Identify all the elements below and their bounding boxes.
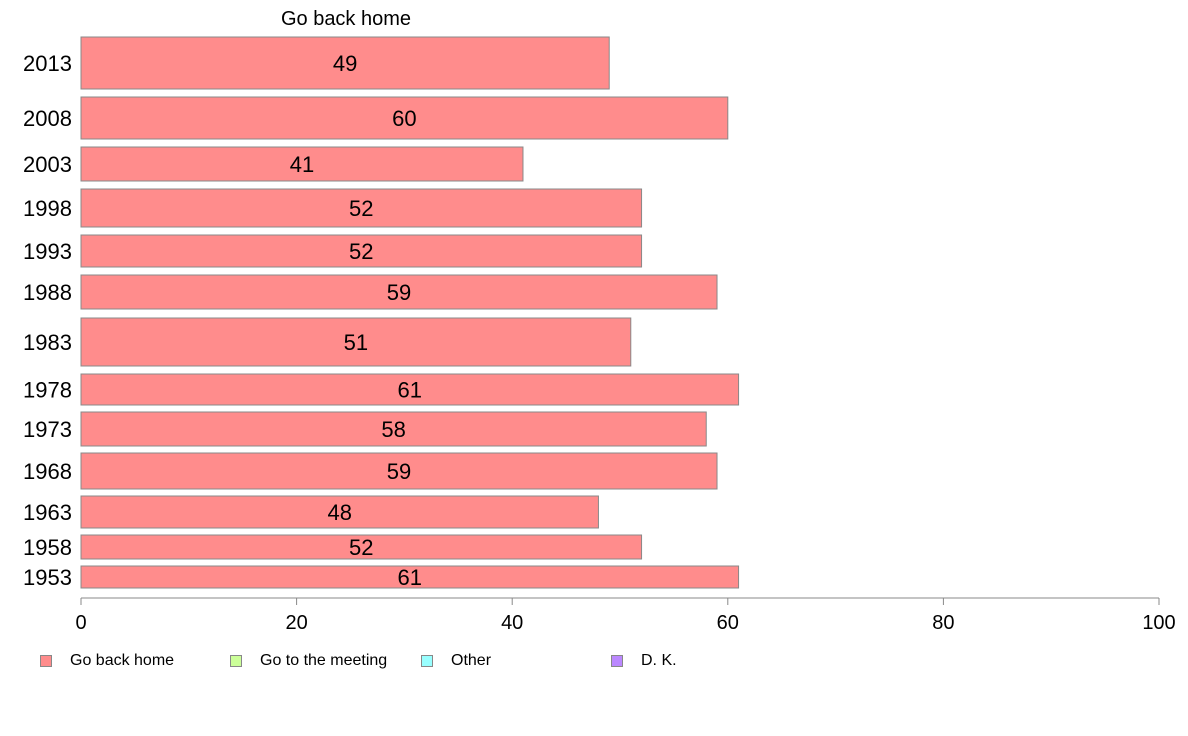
legend-swatch-dk (611, 655, 623, 667)
bar-value-label: 61 (398, 565, 422, 590)
x-tick-label: 40 (501, 612, 523, 634)
bar-1953 (80, 565, 740, 589)
bar-value-label: 52 (349, 239, 373, 264)
bar-value-label: 59 (387, 280, 411, 305)
category-label: 1963 (23, 500, 72, 525)
category-label: 1998 (23, 196, 72, 221)
bar-value-label: 49 (333, 51, 357, 76)
bar-chart: Go back home 49 2013 60 2008 41 2003 52 1998 52 1… (23, 8, 1176, 634)
category-label: 1983 (23, 330, 72, 355)
category-label: 1953 (23, 565, 72, 590)
bar-value-label: 52 (349, 535, 373, 560)
bar-1978 (80, 373, 740, 406)
bar-value-label: 41 (290, 152, 314, 177)
bar-value-label: 51 (344, 330, 368, 355)
bar-group: 49 2013 60 2008 41 2003 52 1998 52 1993 59 1988 51 19… (23, 36, 740, 590)
category-label: 1988 (23, 280, 72, 305)
legend-swatch-go-back-home (40, 655, 52, 667)
bar-value-label: 60 (392, 106, 416, 131)
category-label: 2008 (23, 106, 72, 131)
bar-value-label: 52 (349, 196, 373, 221)
bar-1988 (80, 274, 718, 310)
category-label: 1968 (23, 459, 72, 484)
bar-value-label: 61 (398, 378, 422, 403)
bar-2013 (80, 36, 610, 90)
category-label: 1958 (23, 535, 72, 560)
bar-1963 (80, 495, 599, 529)
legend-label: Go back home (70, 652, 175, 669)
x-tick-label: 60 (717, 612, 739, 634)
legend-item-other: Other (421, 652, 491, 670)
bar-value-label: 59 (387, 459, 411, 484)
category-label: 1993 (23, 239, 72, 264)
x-tick-label: 20 (285, 612, 307, 634)
category-label: 2003 (23, 152, 72, 177)
legend-label: Go to the meeting (260, 652, 388, 669)
bar-value-label: 48 (327, 500, 351, 525)
bar-1998 (80, 188, 643, 228)
bar-value-label: 58 (381, 417, 405, 442)
legend-label: D. K. (641, 652, 677, 669)
x-axis: 0 20 40 60 80 100 (75, 597, 1176, 634)
x-tick-label: 0 (75, 612, 86, 634)
x-tick-label: 80 (932, 612, 954, 634)
chart-title: Go back home (281, 8, 411, 30)
category-label: 1978 (23, 378, 72, 403)
bar-1983 (80, 317, 632, 367)
bar-2003 (80, 146, 524, 182)
bar-2008 (80, 96, 729, 140)
legend-item-go-back-home: Go back home (40, 652, 174, 670)
category-label: 2013 (23, 51, 72, 76)
bar-1973 (80, 411, 707, 447)
bar-1968 (80, 452, 718, 490)
legend-item-go-to-the-meeting: Go to the meeting (230, 652, 387, 670)
x-tick-label: 100 (1142, 612, 1175, 634)
legend-label: Other (451, 652, 492, 669)
legend-swatch-other (421, 655, 433, 667)
category-label: 1973 (23, 417, 72, 442)
legend-item-dk: D. K. (611, 652, 677, 670)
bar-1958 (80, 534, 643, 560)
legend-swatch-go-to-the-meeting (230, 655, 242, 667)
legend: Go back home Go to the meeting Other D. … (40, 652, 800, 672)
bar-1993 (80, 234, 643, 268)
